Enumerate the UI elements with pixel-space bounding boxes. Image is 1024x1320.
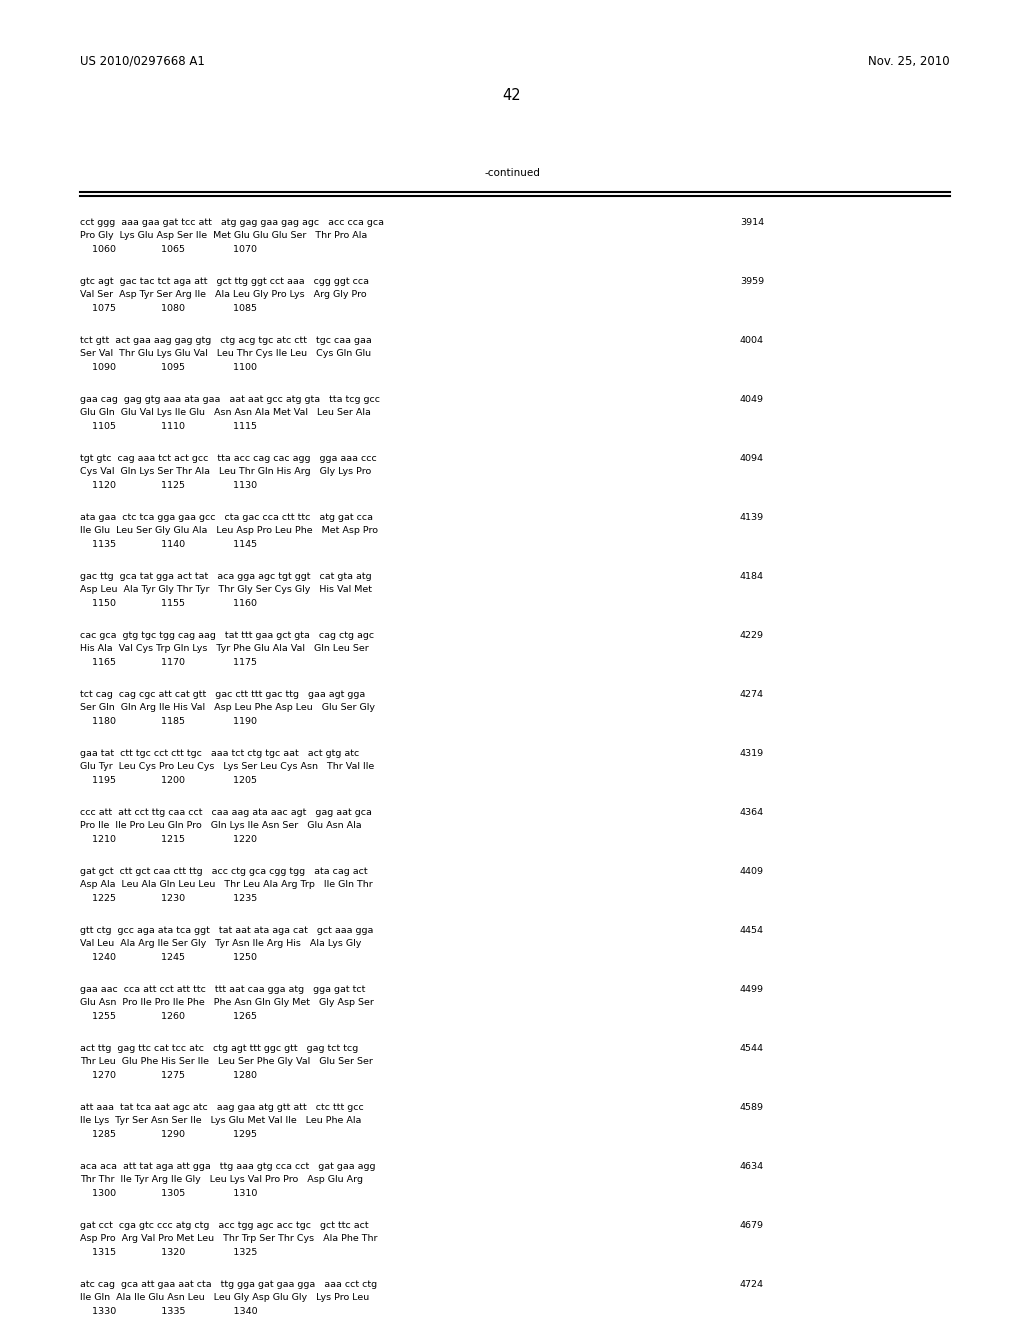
Text: 4409: 4409 — [740, 867, 764, 876]
Text: gaa aac  cca att cct att ttc   ttt aat caa gga atg   gga gat tct: gaa aac cca att cct att ttc ttt aat caa … — [80, 985, 366, 994]
Text: 1330               1335                1340: 1330 1335 1340 — [80, 1307, 258, 1316]
Text: ccc att  att cct ttg caa cct   caa aag ata aac agt   gag aat gca: ccc att att cct ttg caa cct caa aag ata … — [80, 808, 372, 817]
Text: 1255               1260                1265: 1255 1260 1265 — [80, 1012, 257, 1020]
Text: Thr Leu  Glu Phe His Ser Ile   Leu Ser Phe Gly Val   Glu Ser Ser: Thr Leu Glu Phe His Ser Ile Leu Ser Phe … — [80, 1057, 373, 1067]
Text: Ile Gln  Ala Ile Glu Asn Leu   Leu Gly Asp Glu Gly   Lys Pro Leu: Ile Gln Ala Ile Glu Asn Leu Leu Gly Asp … — [80, 1294, 370, 1302]
Text: aca aca  att tat aga att gga   ttg aaa gtg cca cct   gat gaa agg: aca aca att tat aga att gga ttg aaa gtg … — [80, 1162, 376, 1171]
Text: 4634: 4634 — [740, 1162, 764, 1171]
Text: Ser Val  Thr Glu Lys Glu Val   Leu Thr Cys Ile Leu   Cys Gln Glu: Ser Val Thr Glu Lys Glu Val Leu Thr Cys … — [80, 348, 371, 358]
Text: 1120               1125                1130: 1120 1125 1130 — [80, 480, 257, 490]
Text: -continued: -continued — [484, 168, 540, 178]
Text: Ser Gln  Gln Arg Ile His Val   Asp Leu Phe Asp Leu   Glu Ser Gly: Ser Gln Gln Arg Ile His Val Asp Leu Phe … — [80, 704, 375, 711]
Text: 1105               1110                1115: 1105 1110 1115 — [80, 422, 257, 432]
Text: 4679: 4679 — [740, 1221, 764, 1230]
Text: 4274: 4274 — [740, 690, 764, 700]
Text: gaa tat  ctt tgc cct ctt tgc   aaa tct ctg tgc aat   act gtg atc: gaa tat ctt tgc cct ctt tgc aaa tct ctg … — [80, 748, 359, 758]
Text: 3959: 3959 — [740, 277, 764, 286]
Text: Glu Tyr  Leu Cys Pro Leu Cys   Lys Ser Leu Cys Asn   Thr Val Ile: Glu Tyr Leu Cys Pro Leu Cys Lys Ser Leu … — [80, 762, 374, 771]
Text: Asp Pro  Arg Val Pro Met Leu   Thr Trp Ser Thr Cys   Ala Phe Thr: Asp Pro Arg Val Pro Met Leu Thr Trp Ser … — [80, 1234, 378, 1243]
Text: act ttg  gag ttc cat tcc atc   ctg agt ttt ggc gtt   gag tct tcg: act ttg gag ttc cat tcc atc ctg agt ttt … — [80, 1044, 358, 1053]
Text: Glu Gln  Glu Val Lys Ile Glu   Asn Asn Ala Met Val   Leu Ser Ala: Glu Gln Glu Val Lys Ile Glu Asn Asn Ala … — [80, 408, 371, 417]
Text: 1195               1200                1205: 1195 1200 1205 — [80, 776, 257, 785]
Text: Ile Lys  Tyr Ser Asn Ser Ile   Lys Glu Met Val Ile   Leu Phe Ala: Ile Lys Tyr Ser Asn Ser Ile Lys Glu Met … — [80, 1115, 361, 1125]
Text: His Ala  Val Cys Trp Gln Lys   Tyr Phe Glu Ala Val   Gln Leu Ser: His Ala Val Cys Trp Gln Lys Tyr Phe Glu … — [80, 644, 369, 653]
Text: Thr Thr  Ile Tyr Arg Ile Gly   Leu Lys Val Pro Pro   Asp Glu Arg: Thr Thr Ile Tyr Arg Ile Gly Leu Lys Val … — [80, 1175, 362, 1184]
Text: gtc agt  gac tac tct aga att   gct ttg ggt cct aaa   cgg ggt cca: gtc agt gac tac tct aga att gct ttg ggt … — [80, 277, 369, 286]
Text: 1210               1215                1220: 1210 1215 1220 — [80, 836, 257, 843]
Text: att aaa  tat tca aat agc atc   aag gaa atg gtt att   ctc ttt gcc: att aaa tat tca aat agc atc aag gaa atg … — [80, 1104, 364, 1111]
Text: gat cct  cga gtc ccc atg ctg   acc tgg agc acc tgc   gct ttc act: gat cct cga gtc ccc atg ctg acc tgg agc … — [80, 1221, 369, 1230]
Text: 4139: 4139 — [740, 513, 764, 521]
Text: 4049: 4049 — [740, 395, 764, 404]
Text: 4184: 4184 — [740, 572, 764, 581]
Text: Asp Ala  Leu Ala Gln Leu Leu   Thr Leu Ala Arg Trp   Ile Gln Thr: Asp Ala Leu Ala Gln Leu Leu Thr Leu Ala … — [80, 880, 373, 888]
Text: 1285               1290                1295: 1285 1290 1295 — [80, 1130, 257, 1139]
Text: 4454: 4454 — [740, 927, 764, 935]
Text: 4004: 4004 — [740, 337, 764, 345]
Text: 4229: 4229 — [740, 631, 764, 640]
Text: 42: 42 — [503, 88, 521, 103]
Text: Pro Ile  Ile Pro Leu Gln Pro   Gln Lys Ile Asn Ser   Glu Asn Ala: Pro Ile Ile Pro Leu Gln Pro Gln Lys Ile … — [80, 821, 361, 830]
Text: cct ggg  aaa gaa gat tcc att   atg gag gaa gag agc   acc cca gca: cct ggg aaa gaa gat tcc att atg gag gaa … — [80, 218, 384, 227]
Text: 1165               1170                1175: 1165 1170 1175 — [80, 657, 257, 667]
Text: tct cag  cag cgc att cat gtt   gac ctt ttt gac ttg   gaa agt gga: tct cag cag cgc att cat gtt gac ctt ttt … — [80, 690, 366, 700]
Text: US 2010/0297668 A1: US 2010/0297668 A1 — [80, 55, 205, 69]
Text: cac gca  gtg tgc tgg cag aag   tat ttt gaa gct gta   cag ctg agc: cac gca gtg tgc tgg cag aag tat ttt gaa … — [80, 631, 374, 640]
Text: 4724: 4724 — [740, 1280, 764, 1290]
Text: tgt gtc  cag aaa tct act gcc   tta acc cag cac agg   gga aaa ccc: tgt gtc cag aaa tct act gcc tta acc cag … — [80, 454, 377, 463]
Text: ata gaa  ctc tca gga gaa gcc   cta gac cca ctt ttc   atg gat cca: ata gaa ctc tca gga gaa gcc cta gac cca … — [80, 513, 373, 521]
Text: 1150               1155                1160: 1150 1155 1160 — [80, 599, 257, 609]
Text: 1240               1245                1250: 1240 1245 1250 — [80, 953, 257, 962]
Text: 1180               1185                1190: 1180 1185 1190 — [80, 717, 257, 726]
Text: Glu Asn  Pro Ile Pro Ile Phe   Phe Asn Gln Gly Met   Gly Asp Ser: Glu Asn Pro Ile Pro Ile Phe Phe Asn Gln … — [80, 998, 374, 1007]
Text: 1300               1305                1310: 1300 1305 1310 — [80, 1189, 257, 1199]
Text: Cys Val  Gln Lys Ser Thr Ala   Leu Thr Gln His Arg   Gly Lys Pro: Cys Val Gln Lys Ser Thr Ala Leu Thr Gln … — [80, 467, 372, 477]
Text: gat gct  ctt gct caa ctt ttg   acc ctg gca cgg tgg   ata cag act: gat gct ctt gct caa ctt ttg acc ctg gca … — [80, 867, 368, 876]
Text: Nov. 25, 2010: Nov. 25, 2010 — [868, 55, 950, 69]
Text: 1270               1275                1280: 1270 1275 1280 — [80, 1071, 257, 1080]
Text: gaa cag  gag gtg aaa ata gaa   aat aat gcc atg gta   tta tcg gcc: gaa cag gag gtg aaa ata gaa aat aat gcc … — [80, 395, 380, 404]
Text: 3914: 3914 — [740, 218, 764, 227]
Text: 4364: 4364 — [740, 808, 764, 817]
Text: Pro Gly  Lys Glu Asp Ser Ile  Met Glu Glu Glu Ser   Thr Pro Ala: Pro Gly Lys Glu Asp Ser Ile Met Glu Glu … — [80, 231, 368, 240]
Text: Val Leu  Ala Arg Ile Ser Gly   Tyr Asn Ile Arg His   Ala Lys Gly: Val Leu Ala Arg Ile Ser Gly Tyr Asn Ile … — [80, 939, 361, 948]
Text: 4094: 4094 — [740, 454, 764, 463]
Text: atc cag  gca att gaa aat cta   ttg gga gat gaa gga   aaa cct ctg: atc cag gca att gaa aat cta ttg gga gat … — [80, 1280, 377, 1290]
Text: tct gtt  act gaa aag gag gtg   ctg acg tgc atc ctt   tgc caa gaa: tct gtt act gaa aag gag gtg ctg acg tgc … — [80, 337, 372, 345]
Text: gac ttg  gca tat gga act tat   aca gga agc tgt ggt   cat gta atg: gac ttg gca tat gga act tat aca gga agc … — [80, 572, 372, 581]
Text: 1090               1095                1100: 1090 1095 1100 — [80, 363, 257, 372]
Text: 1315               1320                1325: 1315 1320 1325 — [80, 1247, 257, 1257]
Text: 4589: 4589 — [740, 1104, 764, 1111]
Text: 1075               1080                1085: 1075 1080 1085 — [80, 304, 257, 313]
Text: 1225               1230                1235: 1225 1230 1235 — [80, 894, 257, 903]
Text: Ile Glu  Leu Ser Gly Glu Ala   Leu Asp Pro Leu Phe   Met Asp Pro: Ile Glu Leu Ser Gly Glu Ala Leu Asp Pro … — [80, 525, 378, 535]
Text: 1060               1065                1070: 1060 1065 1070 — [80, 246, 257, 253]
Text: 4499: 4499 — [740, 985, 764, 994]
Text: gtt ctg  gcc aga ata tca ggt   tat aat ata aga cat   gct aaa gga: gtt ctg gcc aga ata tca ggt tat aat ata … — [80, 927, 374, 935]
Text: 1135               1140                1145: 1135 1140 1145 — [80, 540, 257, 549]
Text: 4544: 4544 — [740, 1044, 764, 1053]
Text: Val Ser  Asp Tyr Ser Arg Ile   Ala Leu Gly Pro Lys   Arg Gly Pro: Val Ser Asp Tyr Ser Arg Ile Ala Leu Gly … — [80, 290, 367, 300]
Text: 4319: 4319 — [740, 748, 764, 758]
Text: Asp Leu  Ala Tyr Gly Thr Tyr   Thr Gly Ser Cys Gly   His Val Met: Asp Leu Ala Tyr Gly Thr Tyr Thr Gly Ser … — [80, 585, 372, 594]
